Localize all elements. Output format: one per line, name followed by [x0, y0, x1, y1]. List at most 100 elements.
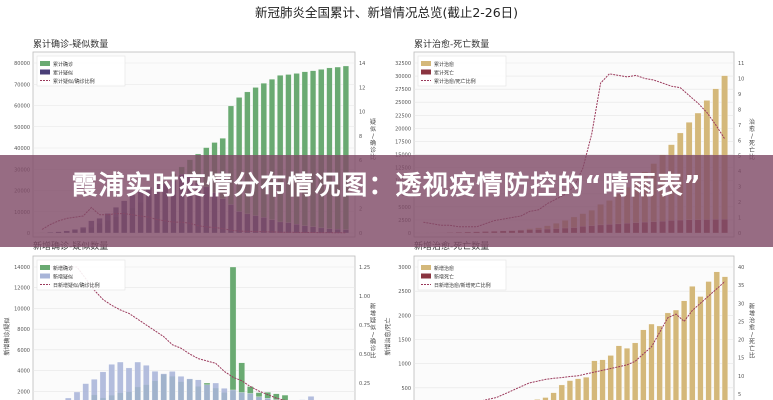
bar-新增疑似 [134, 361, 141, 400]
y2-tick-label: 10 [359, 110, 365, 116]
legend-swatch [40, 273, 50, 279]
bar-新增疑似 [91, 379, 98, 400]
bar-新增治愈 [558, 384, 565, 400]
y-tick-label: 2500 [398, 289, 411, 295]
y2-tick-label: 5 [738, 392, 741, 398]
legend-label: 累计疑似/确诊比例 [53, 78, 95, 85]
y-tick-label: 2000 [17, 389, 30, 395]
bar-新增治愈 [583, 377, 590, 400]
bar-新增治愈 [664, 312, 671, 400]
y-tick-label: 60000 [14, 104, 30, 110]
y-tick-label: 80000 [14, 61, 30, 67]
y2-tick-label: 0.50 [359, 352, 370, 358]
y-tick-label: 30000 [395, 74, 411, 80]
main-title: 新冠肺炎全国累计、新增情况总览(截止2-26日) [254, 5, 519, 20]
legend [417, 259, 507, 291]
y-tick-label: 12000 [14, 286, 30, 292]
y2-tick-label: 7 [738, 123, 741, 129]
bar-新增确诊 [264, 392, 271, 400]
legend [417, 55, 507, 87]
y2-tick-label: 10 [738, 374, 744, 380]
bar-新增治愈 [656, 325, 663, 400]
legend-swatch [40, 69, 50, 75]
bar-新增疑似 [177, 376, 185, 400]
y2-tick-label: 8 [738, 107, 741, 113]
legend-label: 新增死亡 [434, 274, 454, 281]
bar-新增治愈 [632, 342, 639, 400]
y2-tick-label: 30 [738, 301, 744, 307]
legend [36, 55, 126, 87]
y2-tick-label: 0.75 [359, 323, 370, 329]
y-axis-label: 新增治愈/死亡 [384, 317, 392, 355]
chart-title: 累计治愈-死亡数量 [414, 38, 489, 50]
bar-新增治愈 [640, 329, 647, 400]
y-tick-label: 500 [401, 386, 411, 392]
bar-新增确诊 [255, 392, 263, 400]
y-tick-label: 1000 [398, 362, 411, 368]
overlay-banner: 霞浦实时疫情分布情况图：透视疫情防控的“晴雨表” [0, 155, 773, 247]
bar-新增疑似 [117, 361, 124, 400]
bar-新增治愈 [550, 392, 557, 400]
bar-新增治愈 [566, 380, 573, 400]
y-tick-label: 1500 [398, 338, 411, 344]
bar-新增治愈 [615, 345, 622, 400]
bar-新增疑似 [247, 393, 254, 400]
y2-tick-label: 11 [738, 61, 744, 67]
y2-tick-label: 10 [738, 76, 744, 82]
bar-新增疑似 [255, 396, 263, 400]
legend-label: 累计治愈/死亡比例 [434, 78, 476, 85]
bar-新增确诊 [229, 266, 237, 400]
legend-label: 累计死亡 [434, 70, 454, 77]
chart-panel-4: 新增治愈-死亡数量0500100015002000250030000510152… [384, 240, 755, 400]
bar-新增确诊 [281, 394, 289, 400]
bar-新增治愈 [672, 309, 679, 400]
bar-新增疑似 [82, 383, 89, 400]
bar-新增疑似 [99, 371, 107, 400]
y-tick-label: 8000 [17, 327, 30, 333]
y-axis-label: 新增确诊/疑似 [3, 317, 11, 355]
chart-title: 累计确诊-疑似数量 [33, 38, 108, 50]
legend-swatch [421, 61, 431, 66]
y-tick-label: 4000 [17, 369, 30, 375]
y2-tick-label: 1.00 [359, 294, 370, 300]
y2-axis-label: 新增治愈/死亡比 [749, 303, 755, 360]
bar-新增确诊 [238, 362, 245, 400]
legend-label: 新增确诊 [53, 265, 73, 272]
legend-swatch [40, 61, 50, 66]
legend [36, 259, 126, 291]
y-tick-label: 70000 [14, 82, 30, 88]
y2-axis-label: 新增疑似/确诊比 [370, 303, 376, 360]
y2-tick-label: 6 [738, 138, 741, 144]
legend-swatch [421, 265, 431, 270]
bar-新增治愈 [648, 323, 655, 400]
bar-新增治愈 [575, 378, 582, 400]
legend-swatch [421, 69, 431, 75]
y-tick-label: 22500 [395, 113, 411, 119]
bar-新增治愈 [599, 359, 606, 400]
legend-label: 日新增疑似/确诊比例 [53, 282, 100, 289]
y2-tick-label: 35 [738, 283, 744, 289]
legend-label: 日新增治愈/新增死亡比例 [434, 282, 491, 289]
legend-label: 累计治愈 [434, 61, 454, 68]
bar-新增治愈 [713, 271, 720, 400]
y-tick-label: 25000 [395, 100, 411, 106]
y-tick-label: 3000 [398, 265, 411, 271]
bar-新增治愈 [721, 276, 728, 400]
y-tick-label: 6000 [17, 348, 30, 354]
banner-text: 霞浦实时疫情分布情况图：透视疫情防控的“晴雨表” [71, 171, 702, 201]
bar-新增疑似 [108, 364, 115, 400]
bar-新增疑似 [229, 389, 237, 400]
y2-tick-label: 25 [738, 319, 744, 325]
bar-新增治愈 [591, 360, 598, 400]
legend-label: 累计疑似 [53, 70, 73, 77]
bar-新增治愈 [681, 300, 688, 400]
bar-新增疑似 [160, 373, 167, 400]
bar-新增疑似 [195, 379, 202, 400]
legend-label: 新增治愈 [434, 265, 454, 272]
y2-tick-label: 14 [359, 61, 365, 67]
bar-新增治愈 [705, 281, 712, 400]
legend-swatch [421, 273, 431, 279]
bar-新增疑似 [264, 398, 271, 400]
bar-新增疑似 [203, 384, 211, 400]
legend-label: 新增疑似 [53, 274, 73, 281]
